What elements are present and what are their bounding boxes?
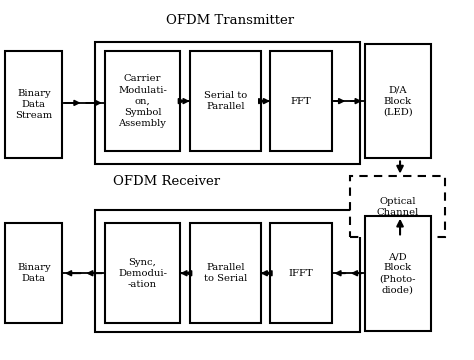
Text: Serial to
Parallel: Serial to Parallel — [203, 91, 247, 111]
Bar — [95, 42, 360, 164]
Text: OFDM Transmitter: OFDM Transmitter — [166, 14, 294, 27]
Text: Sync,
Demodui-
-ation: Sync, Demodui- -ation — [118, 258, 167, 289]
Text: D/A
Block
(LED): D/A Block (LED) — [383, 86, 412, 117]
Text: OFDM Receiver: OFDM Receiver — [112, 175, 219, 188]
Bar — [95, 211, 360, 332]
Text: Binary
Data: Binary Data — [17, 263, 51, 283]
Bar — [105, 223, 180, 323]
Text: FFT: FFT — [291, 96, 311, 105]
Text: Parallel
to Serial: Parallel to Serial — [203, 263, 247, 283]
Bar — [365, 216, 431, 330]
Bar — [105, 51, 180, 151]
Bar — [5, 223, 62, 323]
Bar — [270, 223, 331, 323]
Bar — [365, 44, 431, 158]
Bar — [350, 176, 445, 237]
Text: IFFT: IFFT — [288, 269, 313, 278]
Text: Optical
Channel: Optical Channel — [376, 197, 419, 217]
Bar — [270, 51, 331, 151]
Bar — [190, 223, 261, 323]
Text: Binary
Data
Stream: Binary Data Stream — [15, 89, 53, 120]
Bar — [5, 51, 62, 158]
Bar — [190, 51, 261, 151]
Text: A/D
Block
(Photo-
diode): A/D Block (Photo- diode) — [380, 252, 416, 294]
Text: Carrier
Modulati-
on,
Symbol
Assembly: Carrier Modulati- on, Symbol Assembly — [118, 75, 167, 128]
